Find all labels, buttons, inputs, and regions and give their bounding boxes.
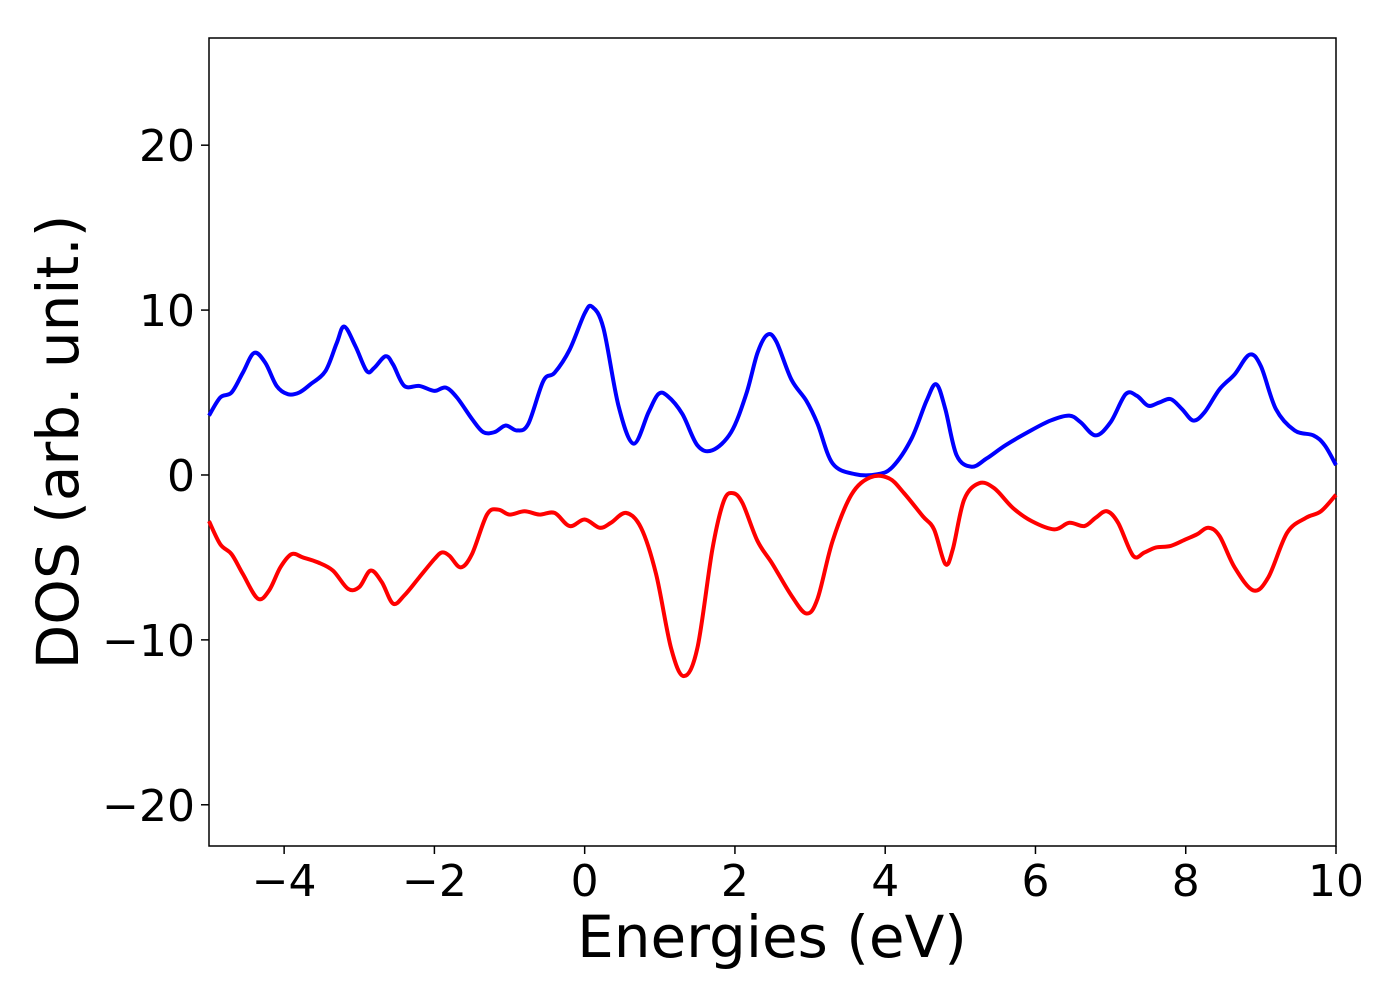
y-tick-label: −10 xyxy=(102,616,195,667)
x-tick-label: −4 xyxy=(252,856,317,907)
plot-area xyxy=(207,37,1338,847)
x-tick-label: 8 xyxy=(1172,856,1200,907)
x-axis-ticks: −4 −2 0 2 4 6 8 10 xyxy=(252,846,1364,907)
plot-frame xyxy=(208,37,1337,847)
x-tick-label: 4 xyxy=(871,856,899,907)
x-tick-label: 6 xyxy=(1021,856,1049,907)
x-tick-label: 10 xyxy=(1308,856,1364,907)
x-axis-label: Energies (eV) xyxy=(577,903,967,971)
y-tick-label: −20 xyxy=(102,781,195,832)
y-tick-label: 0 xyxy=(167,451,195,502)
y-axis-ticks: −20 −10 0 10 20 xyxy=(102,121,209,832)
series-layer xyxy=(207,303,1338,679)
x-tick-label: −2 xyxy=(402,856,467,907)
x-tick-label: 2 xyxy=(721,856,749,907)
x-tick-label: 0 xyxy=(571,856,599,907)
y-tick-label: 20 xyxy=(139,121,195,172)
series-line-2 xyxy=(207,473,1338,679)
series-line-1 xyxy=(207,303,1338,478)
y-axis-label: DOS (arb. unit.) xyxy=(24,215,92,670)
y-tick-label: 10 xyxy=(139,286,195,337)
